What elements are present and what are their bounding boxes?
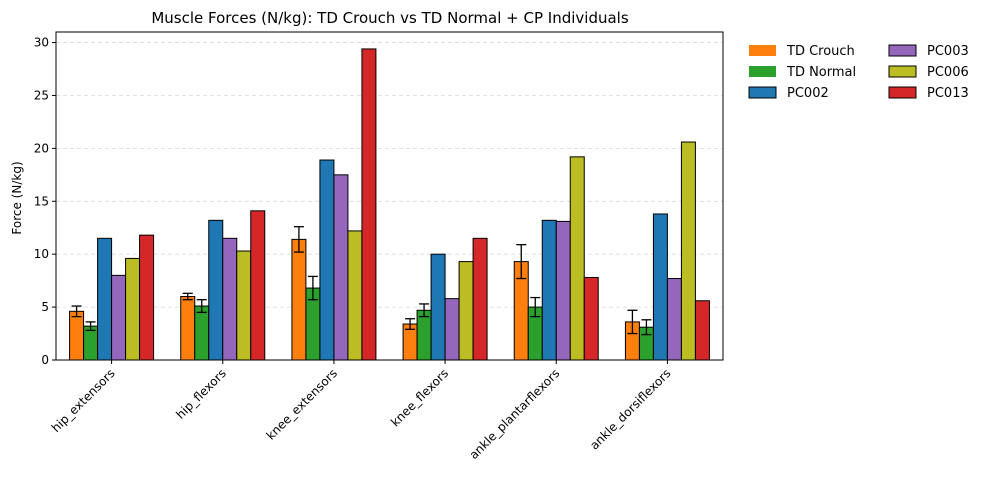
legend-swatch bbox=[749, 45, 776, 56]
grid-lines bbox=[56, 42, 723, 361]
bar bbox=[319, 159, 335, 361]
legend-label: TD Crouch bbox=[786, 44, 855, 59]
legend-swatch bbox=[749, 66, 776, 77]
legend: TD Crouch TD Normal PC002 PC003 PC006 PC013 bbox=[748, 44, 969, 101]
y-tick-label: 30 bbox=[34, 36, 49, 50]
bars bbox=[69, 48, 710, 361]
legend-label: PC013 bbox=[927, 86, 969, 101]
y-tick-label: 25 bbox=[34, 88, 49, 102]
x-tick-label: knee_extensors bbox=[264, 366, 340, 442]
bar bbox=[430, 253, 446, 361]
x-tick-label: knee_flexors bbox=[388, 366, 451, 429]
y-ticks: 0 5 10 15 20 25 30 bbox=[34, 36, 56, 367]
plot-frame bbox=[55, 31, 724, 361]
bar bbox=[416, 309, 432, 361]
bar bbox=[222, 237, 238, 361]
bar bbox=[333, 174, 349, 361]
bar bbox=[555, 220, 571, 361]
bar bbox=[83, 325, 99, 361]
bar bbox=[444, 298, 460, 361]
bar bbox=[291, 238, 307, 361]
bar bbox=[69, 310, 85, 361]
bar bbox=[680, 141, 696, 361]
bar bbox=[583, 276, 599, 361]
x-tick-label: hip_extensors bbox=[49, 366, 118, 435]
y-tick-label: 5 bbox=[41, 300, 49, 314]
legend-swatch bbox=[888, 86, 917, 99]
x-tick-label: hip_flexors bbox=[173, 366, 229, 422]
x-ticks: hip_extensors hip_flexors knee_extensors kn… bbox=[49, 360, 674, 462]
bar bbox=[236, 250, 252, 361]
bar bbox=[208, 219, 224, 361]
legend-label: TD Normal bbox=[786, 65, 856, 80]
x-tick-label: ankle_plantarflexors bbox=[467, 366, 563, 462]
chart-title: Muscle Forces (N/kg): TD Crouch vs TD No… bbox=[151, 9, 629, 27]
bar bbox=[180, 296, 196, 361]
bar bbox=[250, 210, 266, 361]
legend-label: PC003 bbox=[927, 44, 969, 59]
bar bbox=[361, 48, 377, 361]
y-tick-label: 0 bbox=[41, 353, 49, 367]
axes bbox=[55, 31, 724, 361]
bar bbox=[472, 237, 488, 361]
legend-label: PC006 bbox=[927, 65, 969, 80]
bar bbox=[97, 237, 113, 361]
bar bbox=[569, 156, 585, 361]
legend-label: PC002 bbox=[787, 86, 829, 101]
y-tick-label: 20 bbox=[34, 141, 49, 155]
y-tick-label: 10 bbox=[34, 247, 49, 261]
bar bbox=[194, 305, 210, 361]
bar bbox=[652, 213, 668, 361]
legend-swatch bbox=[888, 65, 917, 78]
y-tick-label: 15 bbox=[34, 194, 49, 208]
bar bbox=[347, 230, 363, 361]
bar bbox=[111, 274, 127, 361]
x-tick-label: ankle_dorsiflexors bbox=[587, 366, 673, 452]
error-bars bbox=[71, 226, 652, 336]
legend-swatch bbox=[888, 44, 917, 57]
bar bbox=[666, 278, 682, 361]
legend-swatch bbox=[748, 86, 777, 99]
bar bbox=[125, 257, 141, 361]
bar bbox=[139, 234, 155, 361]
bar bbox=[458, 261, 474, 361]
y-axis-label: Force (N/kg) bbox=[10, 161, 24, 234]
bar bbox=[541, 219, 557, 361]
bar bbox=[694, 300, 710, 361]
